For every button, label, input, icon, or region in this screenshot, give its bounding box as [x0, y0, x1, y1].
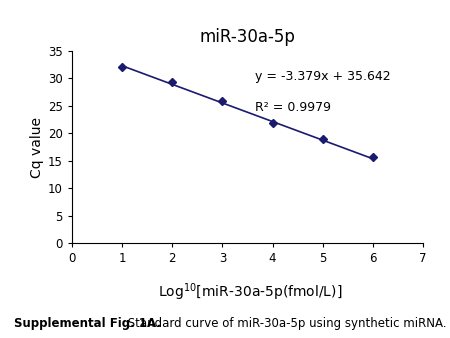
Y-axis label: Cq value: Cq value — [30, 117, 44, 177]
Text: R² = 0.9979: R² = 0.9979 — [255, 101, 330, 114]
Text: Standard curve of miR-30a-5p using synthetic miRNA.: Standard curve of miR-30a-5p using synth… — [124, 317, 446, 330]
Text: Log$^{10}$[miR-30a-5p(fmol/L)]: Log$^{10}$[miR-30a-5p(fmol/L)] — [158, 282, 342, 303]
Title: miR-30a-5p: miR-30a-5p — [199, 28, 296, 46]
Text: Supplemental Fig. 1A.: Supplemental Fig. 1A. — [14, 317, 161, 330]
Text: y = -3.379x + 35.642: y = -3.379x + 35.642 — [255, 70, 390, 83]
